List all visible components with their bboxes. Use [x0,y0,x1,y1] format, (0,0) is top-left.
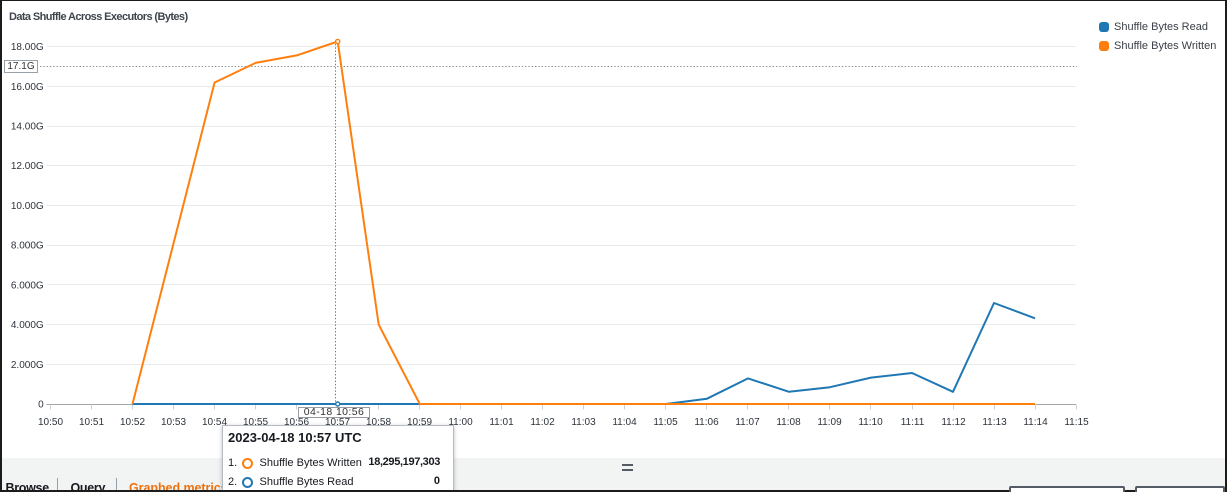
svg-text:11:12: 11:12 [941,417,966,428]
svg-text:12.00G: 12.00G [11,161,44,172]
svg-text:10:50: 10:50 [38,417,63,428]
svg-text:11:04: 11:04 [612,417,637,428]
svg-text:11:00: 11:00 [448,417,473,428]
svg-text:18.00G: 18.00G [11,42,44,53]
svg-text:11:11: 11:11 [901,417,925,428]
svg-text:11:02: 11:02 [530,417,555,428]
svg-text:11:05: 11:05 [653,417,678,428]
svg-text:10:54: 10:54 [202,417,227,428]
svg-text:10:57: 10:57 [325,417,350,428]
svg-text:10:59: 10:59 [407,417,432,428]
svg-text:11:10: 11:10 [858,417,883,428]
svg-text:10.00G: 10.00G [11,201,44,212]
svg-text:0: 0 [38,400,44,411]
svg-text:10:53: 10:53 [161,417,186,428]
svg-text:11:15: 11:15 [1064,417,1089,428]
svg-text:8.000G: 8.000G [11,241,44,252]
svg-text:10:58: 10:58 [366,417,391,428]
svg-text:11:13: 11:13 [982,417,1007,428]
svg-text:4.000G: 4.000G [11,320,44,331]
svg-text:10:52: 10:52 [120,417,145,428]
svg-text:10:56: 10:56 [284,417,309,428]
svg-text:11:01: 11:01 [489,417,514,428]
svg-text:11:07: 11:07 [735,417,760,428]
svg-text:16.00G: 16.00G [11,82,44,93]
svg-text:11:09: 11:09 [817,417,842,428]
svg-text:2.000G: 2.000G [11,360,44,371]
svg-text:14.00G: 14.00G [11,122,44,133]
svg-text:6.000G: 6.000G [11,280,44,291]
svg-text:10:55: 10:55 [243,417,268,428]
svg-text:11:08: 11:08 [776,417,801,428]
svg-text:11:06: 11:06 [694,417,719,428]
svg-text:11:03: 11:03 [571,417,596,428]
svg-text:11:14: 11:14 [1023,417,1048,428]
svg-text:10:51: 10:51 [79,417,104,428]
